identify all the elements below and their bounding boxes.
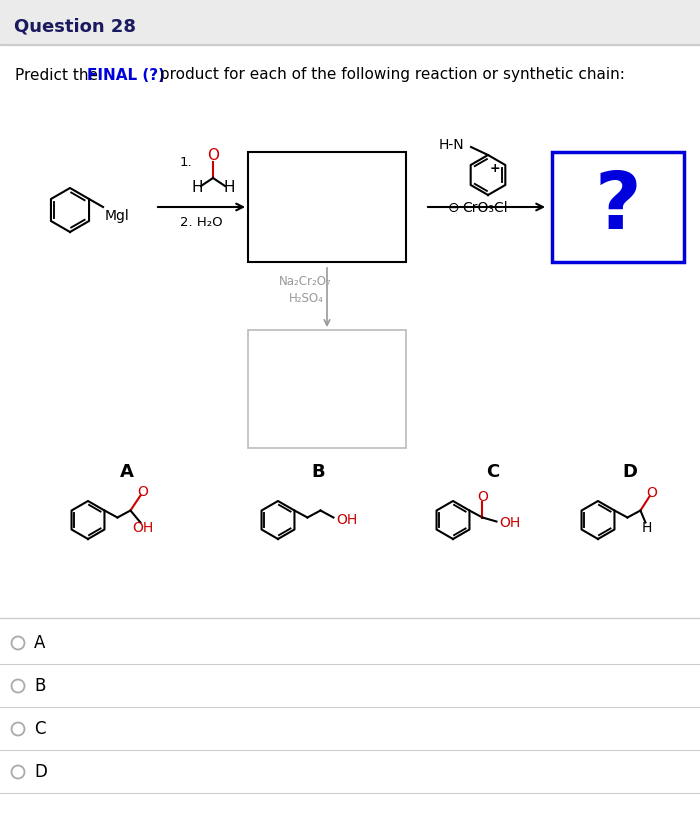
Text: Na₂Cr₂O₇: Na₂Cr₂O₇ (279, 275, 332, 287)
Bar (248, 330, 406, 448)
Text: 1.: 1. (180, 156, 193, 168)
Text: C: C (34, 720, 46, 738)
Text: A: A (34, 634, 46, 652)
Text: Question 28: Question 28 (14, 17, 136, 35)
Text: H₂SO₄: H₂SO₄ (289, 292, 324, 304)
Text: Predict the: Predict the (15, 68, 103, 82)
Text: O: O (477, 489, 488, 504)
Text: B: B (312, 463, 325, 481)
Text: 2. H₂O: 2. H₂O (180, 215, 223, 229)
Text: O: O (207, 148, 219, 163)
Text: OH: OH (132, 520, 153, 535)
Text: ⊖: ⊖ (448, 201, 460, 215)
Text: product for each of the following reaction or synthetic chain:: product for each of the following reacti… (155, 68, 625, 82)
Text: H: H (223, 180, 235, 195)
Text: H: H (641, 520, 652, 535)
Bar (0, 0, 700, 45)
Bar (552, 152, 684, 262)
Text: +: + (490, 163, 500, 175)
Text: C: C (486, 463, 500, 481)
Text: CrO₃Cl: CrO₃Cl (462, 201, 507, 215)
Text: O: O (646, 485, 657, 499)
Text: OH: OH (337, 513, 358, 526)
Text: H: H (191, 180, 203, 195)
Text: O: O (137, 484, 148, 499)
Text: ?: ? (594, 168, 641, 246)
Text: D: D (622, 463, 638, 481)
Text: B: B (34, 677, 46, 695)
Text: OH: OH (500, 515, 521, 530)
Text: D: D (34, 763, 47, 781)
Text: H-N: H-N (438, 138, 464, 152)
Bar (248, 152, 406, 262)
Text: Mgl: Mgl (105, 209, 130, 223)
Text: FINAL (?): FINAL (?) (87, 68, 165, 82)
Text: A: A (120, 463, 134, 481)
